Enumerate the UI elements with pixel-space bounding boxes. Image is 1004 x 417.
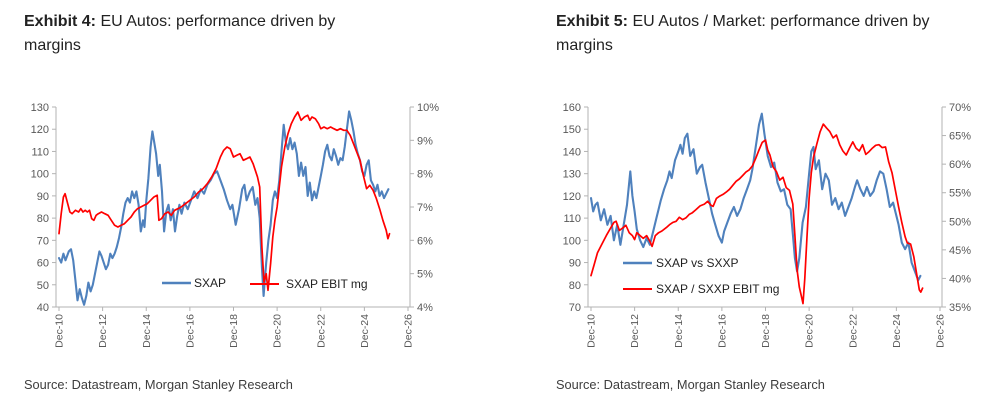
legend: SXAP SXAP EBIT mg [162,276,368,291]
x-tick-label: Dec-14 [141,314,153,348]
y-tick-label-left: 110 [563,213,581,225]
axes [584,106,946,311]
exhibit-4-title: Exhibit 4: EU Autos: performance driven … [24,10,396,58]
x-tick-label: Dec-24 [359,314,371,348]
exhibit-5-line-chart: 70 80 90 100 110 120 130 140 150 160 35% 40% 45% 50% 5… [563,102,972,348]
series-line-sxap-vs-sxxp [589,112,922,282]
y-tick-label-left: 150 [563,124,581,136]
y-tick-label-right: 65% [949,131,971,143]
axis-labels: 70 80 90 100 110 120 130 140 150 160 35% 40% 45% 50% 5… [563,102,972,348]
x-tick-label: Dec-22 [315,314,327,348]
y-tick-label-left: 70 [569,302,581,314]
y-tick-label-right: 50% [949,216,971,228]
y-tick-label-left: 60 [37,258,49,270]
legend-label: SXAP vs SXXP [656,256,738,270]
y-tick-label-left: 160 [563,102,581,114]
x-tick-label: Dec-10 [54,314,66,348]
y-tick-label-right: 40% [949,273,971,285]
legend-label: SXAP / SXXP EBIT mg [656,282,779,296]
y-tick-label-left: 140 [563,146,581,158]
x-tick-label: Dec-12 [629,314,641,348]
series-line-sxap [57,110,390,306]
y-tick-label-left: 110 [31,146,49,158]
y-tick-label-right: 8% [417,169,433,181]
axis-labels: 40 50 60 70 80 90 100 110 120 130 4% 5% 6% 7% 8% 9% 10% D… [31,102,440,348]
legend-label: SXAP [194,276,226,290]
y-tick-label-left: 50 [37,280,49,292]
source-note-exhibit-5: Source: Datastream, Morgan Stanley Resea… [556,377,825,392]
source-note-exhibit-4: Source: Datastream, Morgan Stanley Resea… [24,377,293,392]
exhibit-5-label: Exhibit 5: [556,13,629,30]
x-tick-label: Dec-20 [272,314,284,348]
x-tick-label: Dec-10 [586,314,598,348]
y-tick-label-left: 80 [37,213,49,225]
x-tick-label: Dec-24 [891,314,903,348]
y-tick-label-right: 70% [949,102,971,114]
legend-label: SXAP EBIT mg [286,277,368,291]
series-line-sxap-sxxp-ebit-mg [590,123,924,305]
y-tick-label-left: 90 [569,258,581,270]
y-tick-label-right: 9% [417,135,433,147]
y-tick-label-right: 6% [417,235,433,247]
y-tick-label-right: 60% [949,159,971,171]
x-tick-label: Dec-26 [935,314,947,348]
y-tick-label-left: 100 [563,235,581,247]
x-tick-label: Dec-18 [228,314,240,348]
x-tick-label: Dec-18 [760,314,772,348]
exhibit-4-title-text: EU Autos: performance driven by margins [24,13,336,54]
y-tick-label-left: 130 [31,102,49,114]
y-tick-label-right: 55% [949,188,971,200]
y-tick-label-left: 100 [31,169,49,181]
series-line-sxap-ebit-mg [58,111,391,292]
y-tick-label-left: 120 [31,124,49,136]
x-tick-label: Dec-12 [97,314,109,348]
x-tick-label: Dec-16 [716,314,728,348]
x-tick-label: Dec-26 [403,314,415,348]
y-tick-label-right: 10% [417,102,439,114]
x-tick-label: Dec-14 [673,314,685,348]
exhibit-4-label: Exhibit 4: [24,13,97,30]
y-tick-label-right: 4% [417,302,433,314]
y-tick-label-left: 130 [563,169,581,181]
y-tick-label-left: 90 [37,191,49,203]
y-tick-label-left: 120 [563,191,581,203]
x-tick-label: Dec-20 [804,314,816,348]
exhibit-4-line-chart: 40 50 60 70 80 90 100 110 120 130 4% 5% 6% 7% 8% 9% 10% D… [31,102,440,348]
axes [52,106,414,311]
exhibit-5-title: Exhibit 5: EU Autos / Market: performanc… [556,10,958,58]
x-tick-label: Dec-16 [184,314,196,348]
y-tick-label-left: 40 [37,302,49,314]
legend: SXAP vs SXXP SXAP / SXXP EBIT mg [623,256,779,296]
exhibit-5-title-text: EU Autos / Market: performance driven by… [556,13,930,54]
x-tick-label: Dec-22 [847,314,859,348]
y-tick-label-left: 80 [569,280,581,292]
y-tick-label-left: 70 [37,235,49,247]
y-tick-label-right: 5% [417,269,433,281]
y-tick-label-right: 45% [949,245,971,257]
y-tick-label-right: 35% [949,302,971,314]
y-tick-label-right: 7% [417,202,433,214]
